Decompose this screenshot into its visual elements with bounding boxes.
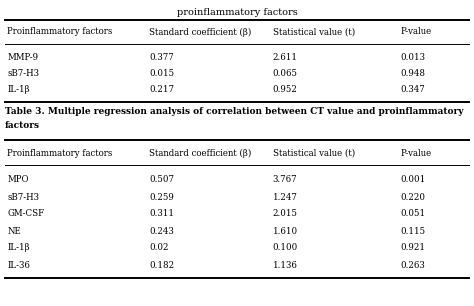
Text: 2.015: 2.015 [273, 210, 298, 218]
Text: 0.507: 0.507 [149, 176, 174, 185]
Text: 0.115: 0.115 [401, 226, 426, 236]
Text: 1.247: 1.247 [273, 192, 297, 201]
Text: 0.220: 0.220 [401, 192, 426, 201]
Text: GM-CSF: GM-CSF [7, 210, 44, 218]
Text: 0.259: 0.259 [149, 192, 174, 201]
Text: 0.001: 0.001 [401, 176, 426, 185]
Text: 0.243: 0.243 [149, 226, 174, 236]
Text: 0.263: 0.263 [401, 260, 425, 270]
Text: IL-36: IL-36 [7, 260, 30, 270]
Text: IL-1β: IL-1β [7, 85, 30, 95]
Text: 0.311: 0.311 [149, 210, 174, 218]
Text: 0.217: 0.217 [149, 85, 174, 95]
Text: Statistical value (t): Statistical value (t) [273, 148, 355, 158]
Text: NE: NE [7, 226, 21, 236]
Text: 0.921: 0.921 [401, 244, 426, 252]
Text: 1.610: 1.610 [273, 226, 298, 236]
Text: 2.611: 2.611 [273, 54, 298, 62]
Text: Proinflammatory factors: Proinflammatory factors [7, 148, 112, 158]
Text: 0.015: 0.015 [149, 69, 174, 79]
Text: IL-1β: IL-1β [7, 244, 30, 252]
Text: Proinflammatory factors: Proinflammatory factors [7, 28, 112, 36]
Text: P-value: P-value [401, 148, 432, 158]
Text: 0.347: 0.347 [401, 85, 425, 95]
Text: factors: factors [5, 121, 40, 130]
Text: sB7-H3: sB7-H3 [7, 69, 39, 79]
Text: Statistical value (t): Statistical value (t) [273, 28, 355, 36]
Text: 0.013: 0.013 [401, 54, 426, 62]
Text: proinflammatory factors: proinflammatory factors [177, 8, 297, 17]
Text: P-value: P-value [401, 28, 432, 36]
Text: Standard coefficient (β): Standard coefficient (β) [149, 148, 252, 158]
Text: MMP-9: MMP-9 [7, 54, 38, 62]
Text: 0.065: 0.065 [273, 69, 298, 79]
Text: 0.051: 0.051 [401, 210, 426, 218]
Text: 0.100: 0.100 [273, 244, 298, 252]
Text: 0.182: 0.182 [149, 260, 174, 270]
Text: 1.136: 1.136 [273, 260, 297, 270]
Text: 0.377: 0.377 [149, 54, 174, 62]
Text: Table 3. Multiple regression analysis of correlation between CT value and proinf: Table 3. Multiple regression analysis of… [5, 107, 463, 117]
Text: MPO: MPO [7, 176, 28, 185]
Text: 3.767: 3.767 [273, 176, 297, 185]
Text: 0.952: 0.952 [273, 85, 297, 95]
Text: 0.948: 0.948 [401, 69, 426, 79]
Text: sB7-H3: sB7-H3 [7, 192, 39, 201]
Text: 0.02: 0.02 [149, 244, 169, 252]
Text: Standard coefficient (β): Standard coefficient (β) [149, 28, 252, 36]
